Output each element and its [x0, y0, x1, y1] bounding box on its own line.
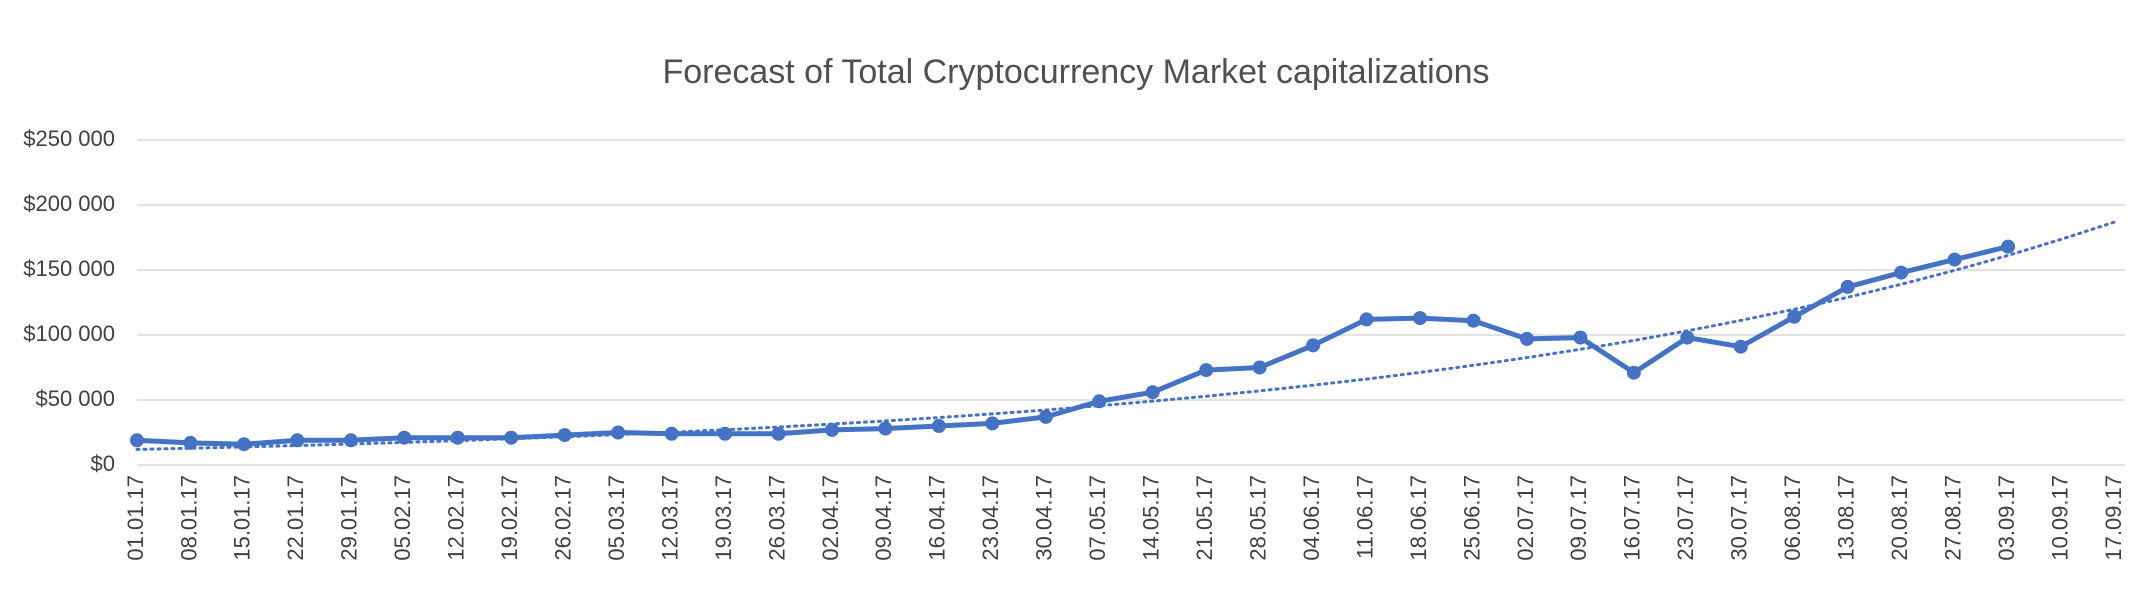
x-tick-label: 17.09.17: [2101, 475, 2126, 561]
data-point: [1413, 311, 1428, 326]
x-tick-label: 15.01.17: [230, 475, 255, 561]
x-tick-label: 12.03.17: [657, 475, 682, 561]
x-tick-label: 14.05.17: [1139, 475, 1164, 561]
y-tick-label: $250 000: [23, 126, 115, 151]
x-tick-label: 13.08.17: [1834, 475, 1859, 561]
data-point: [664, 426, 679, 441]
data-point: [1306, 338, 1321, 353]
data-point: [1947, 252, 1962, 267]
x-tick-label: 06.08.17: [1780, 475, 1805, 561]
data-point: [1894, 265, 1909, 280]
x-tick-label: 09.07.17: [1566, 475, 1591, 561]
data-point: [504, 430, 519, 445]
x-tick-label: 30.07.17: [1727, 475, 1752, 561]
data-point: [290, 433, 305, 448]
data-point: [1466, 313, 1481, 328]
x-tick-label: 30.04.17: [1032, 475, 1057, 561]
y-tick-label: $100 000: [23, 321, 115, 346]
x-tick-label: 16.04.17: [925, 475, 950, 561]
x-tick-label: 18.06.17: [1406, 475, 1431, 561]
x-tick-label: 29.01.17: [337, 475, 362, 561]
trend-line: [135, 220, 2117, 451]
x-tick-label: 01.01.17: [123, 475, 148, 561]
x-tick-label: 07.05.17: [1085, 475, 1110, 561]
x-tick-label: 10.09.17: [2047, 475, 2072, 561]
x-tick-label: 03.09.17: [1994, 475, 2019, 561]
data-point: [1573, 330, 1588, 345]
data-point: [397, 430, 412, 445]
data-point: [1199, 363, 1214, 378]
x-tick-label: 27.08.17: [1940, 475, 1965, 561]
y-tick-label: $200 000: [23, 191, 115, 216]
data-point: [611, 425, 626, 440]
y-tick-label: $50 000: [35, 386, 115, 411]
data-point: [718, 426, 733, 441]
y-tick-label: $0: [91, 451, 115, 476]
x-tick-label: 21.05.17: [1192, 475, 1217, 561]
data-point: [1787, 309, 1802, 324]
x-tick-label: 28.05.17: [1245, 475, 1270, 561]
x-tick-label: 19.03.17: [711, 475, 736, 561]
x-tick-label: 04.06.17: [1299, 475, 1324, 561]
x-tick-label: 05.03.17: [604, 475, 629, 561]
data-point: [1840, 279, 1855, 294]
chart-title: Forecast of Total Cryptocurrency Market …: [662, 53, 1489, 91]
data-point: [236, 437, 251, 452]
data-point: [1252, 360, 1267, 375]
data-point: [183, 435, 198, 450]
x-tick-label: 02.04.17: [818, 475, 843, 561]
data-point: [1038, 409, 1053, 424]
data-point: [985, 416, 1000, 431]
data-point: [1145, 385, 1160, 400]
x-tick-label: 22.01.17: [283, 475, 308, 561]
data-point: [130, 433, 144, 448]
x-tick-label: 05.02.17: [390, 475, 415, 561]
data-point: [1680, 330, 1695, 345]
data-point: [771, 426, 786, 441]
y-tick-label: $150 000: [23, 256, 115, 281]
x-tick-label: 08.01.17: [176, 475, 201, 561]
data-point: [878, 421, 893, 436]
x-tick-label: 09.04.17: [871, 475, 896, 561]
data-point: [1626, 365, 1641, 380]
data-point: [1519, 331, 1534, 346]
x-tick-label: 16.07.17: [1620, 475, 1645, 561]
x-tick-label: 02.07.17: [1513, 475, 1538, 561]
x-tick-label: 20.08.17: [1887, 475, 1912, 561]
data-point: [824, 422, 839, 437]
data-point: [450, 430, 465, 445]
x-tick-label: 19.02.17: [497, 475, 522, 561]
data-point: [557, 428, 572, 443]
data-point: [1092, 394, 1107, 409]
data-point: [2001, 239, 2016, 254]
x-tick-label: 26.02.17: [550, 475, 575, 561]
x-tick-label: 25.06.17: [1459, 475, 1484, 561]
x-tick-label: 26.03.17: [764, 475, 789, 561]
x-tick-label: 11.06.17: [1352, 475, 1377, 559]
x-tick-label: 23.07.17: [1673, 475, 1698, 561]
data-point: [1359, 312, 1374, 327]
data-point: [931, 419, 946, 433]
x-tick-label: 23.04.17: [978, 475, 1003, 561]
x-tick-label: 12.02.17: [444, 475, 469, 561]
data-point: [1733, 339, 1748, 354]
series-line: [136, 244, 2009, 447]
data-point: [343, 433, 358, 448]
